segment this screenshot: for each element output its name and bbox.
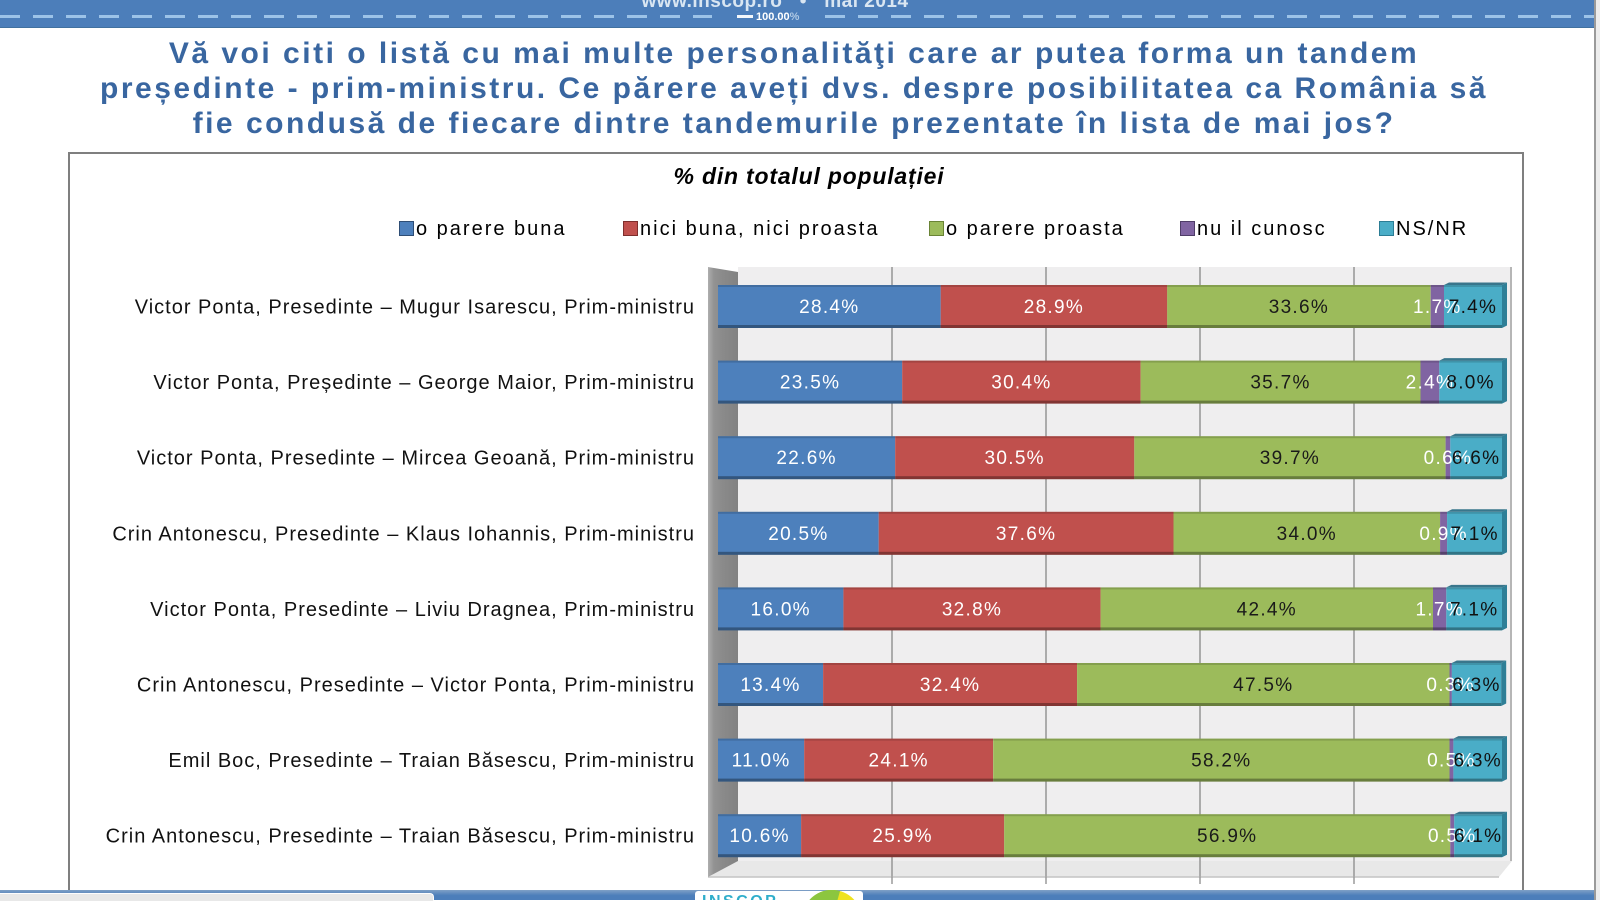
svg-text:6.1%: 6.1% [1454, 826, 1503, 847]
svg-text:28.4%: 28.4% [799, 297, 859, 318]
svg-text:7.1%: 7.1% [1450, 599, 1499, 620]
svg-text:24.1%: 24.1% [869, 751, 929, 772]
svg-text:33.6%: 33.6% [1269, 297, 1329, 318]
svg-text:56.9%: 56.9% [1197, 826, 1257, 847]
svg-text:Victor Ponta, Presedinte – Mug: Victor Ponta, Presedinte – Mugur Isaresc… [135, 297, 695, 319]
svg-text:0.9%: 0.9% [1419, 524, 1468, 545]
svg-text:Emil Boc, Presedinte – Traian: Emil Boc, Presedinte – Traian Băsescu, P… [168, 750, 695, 772]
svg-text:7.1%: 7.1% [1450, 524, 1499, 545]
svg-text:Victor Ponta, Presedinte – Mir: Victor Ponta, Presedinte – Mircea Geoană… [137, 448, 695, 470]
svg-text:Crin Antonescu, Presedinte – T: Crin Antonescu, Presedinte – Traian Băse… [106, 826, 695, 848]
svg-text:34.0%: 34.0% [1277, 524, 1337, 545]
svg-text:0.6%: 0.6% [1424, 448, 1473, 469]
svg-text:37.6%: 37.6% [996, 524, 1056, 545]
svg-text:35.7%: 35.7% [1250, 373, 1310, 394]
svg-text:28.9%: 28.9% [1024, 297, 1084, 318]
svg-text:0.3%: 0.3% [1426, 675, 1475, 696]
svg-text:6.3%: 6.3% [1452, 675, 1501, 696]
svg-text:Crin Antonescu, Presedinte – K: Crin Antonescu, Presedinte – Klaus Iohan… [112, 523, 695, 545]
svg-text:1.7%: 1.7% [1415, 599, 1464, 620]
svg-text:47.5%: 47.5% [1233, 675, 1293, 696]
svg-text:8.0%: 8.0% [1446, 373, 1495, 394]
svg-text:32.4%: 32.4% [920, 675, 980, 696]
svg-text:6.3%: 6.3% [1453, 751, 1502, 772]
svg-text:Victor Ponta, Președinte – Geo: Victor Ponta, Președinte – George Maior,… [153, 372, 695, 394]
svg-text:30.4%: 30.4% [991, 373, 1051, 394]
svg-text:20.5%: 20.5% [768, 524, 828, 545]
svg-text:0.5%: 0.5% [1428, 826, 1477, 847]
svg-text:22.6%: 22.6% [776, 448, 836, 469]
svg-text:10.6%: 10.6% [729, 826, 789, 847]
svg-text:1.7%: 1.7% [1413, 297, 1462, 318]
svg-text:13.4%: 13.4% [740, 675, 800, 696]
svg-text:7.4%: 7.4% [1449, 297, 1498, 318]
svg-text:2.4%: 2.4% [1406, 373, 1455, 394]
svg-text:Crin Antonescu, Presedinte – V: Crin Antonescu, Presedinte – Victor Pont… [137, 675, 695, 697]
svg-text:25.9%: 25.9% [872, 826, 932, 847]
svg-text:32.8%: 32.8% [942, 599, 1002, 620]
svg-text:39.7%: 39.7% [1260, 448, 1320, 469]
svg-text:58.2%: 58.2% [1191, 751, 1251, 772]
svg-text:42.4%: 42.4% [1237, 599, 1297, 620]
svg-text:16.0%: 16.0% [751, 599, 811, 620]
svg-text:23.5%: 23.5% [780, 373, 840, 394]
svg-text:11.0%: 11.0% [732, 751, 791, 772]
svg-text:0.5%: 0.5% [1427, 751, 1476, 772]
svg-text:6.6%: 6.6% [1452, 448, 1501, 469]
svg-text:30.5%: 30.5% [985, 448, 1045, 469]
svg-text:Victor Ponta, Presedinte – Liv: Victor Ponta, Presedinte – Liviu Dragnea… [150, 599, 695, 621]
